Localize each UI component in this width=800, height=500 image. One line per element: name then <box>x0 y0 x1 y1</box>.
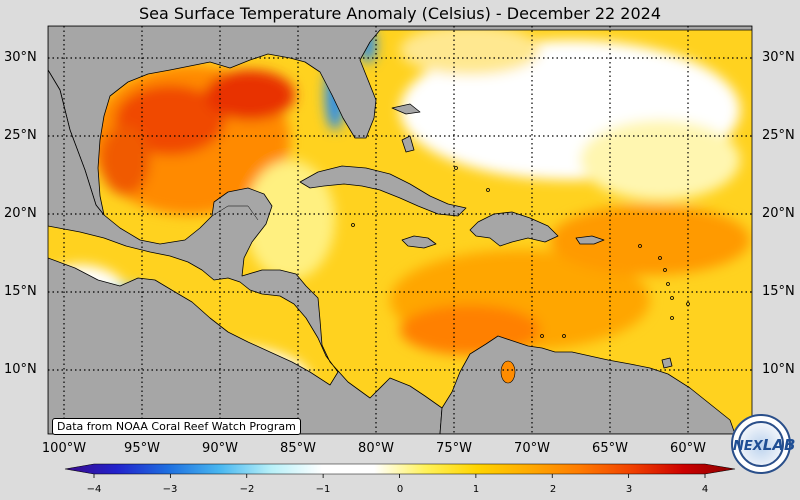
colorbar-tick-label: 2 <box>549 484 557 495</box>
lat-label-right: 30°N <box>762 50 795 65</box>
map-title: Sea Surface Temperature Anomaly (Celsius… <box>139 4 661 23</box>
colorbar-tick-label: 0 <box>396 484 404 495</box>
logo-text: NEXLAB <box>733 436 796 454</box>
data-credit: Data from NOAA Coral Reef Watch Program <box>52 418 301 435</box>
lake-maracaibo <box>500 360 516 384</box>
colorbar-tick-label: −4 <box>86 484 102 495</box>
colorbar-tick-label: 4 <box>701 484 709 495</box>
land-mexico-central-america <box>48 69 443 434</box>
lat-label-right: 15°N <box>762 284 795 299</box>
lon-label: 85°W <box>280 441 316 456</box>
colorbar-tick-label: −2 <box>239 484 255 495</box>
lat-label-left: 25°N <box>4 128 37 143</box>
lon-label: 70°W <box>514 441 550 456</box>
lat-label-right: 25°N <box>762 128 795 143</box>
lon-label: 80°W <box>358 441 394 456</box>
graticule <box>48 26 752 434</box>
lat-label-left: 10°N <box>4 362 37 377</box>
lat-label-left: 15°N <box>4 284 37 299</box>
lon-label: 65°W <box>592 441 628 456</box>
map-frame <box>47 25 753 435</box>
land-south-america <box>439 335 736 434</box>
map-area <box>48 26 752 434</box>
colorbar-tick-label: −3 <box>162 484 178 495</box>
land-puerto-rico <box>575 235 605 245</box>
land <box>48 26 752 434</box>
lon-label: 60°W <box>670 441 706 456</box>
nexlab-logo: NEXLAB <box>731 414 796 474</box>
colorbar-bar <box>64 463 736 475</box>
colorbar <box>64 463 736 478</box>
land-cuba <box>299 165 467 217</box>
lon-label: 75°W <box>436 441 472 456</box>
anomaly-field <box>48 26 750 420</box>
colorbar-tick-label: 1 <box>472 484 480 495</box>
colorbar-tick-label: −1 <box>315 484 331 495</box>
small-islands <box>351 166 690 338</box>
lon-label: 100°W <box>41 441 87 456</box>
lat-label-right: 10°N <box>762 362 795 377</box>
lat-label-left: 30°N <box>4 50 37 65</box>
lat-label-left: 20°N <box>4 206 37 221</box>
land-hispaniola <box>469 211 559 247</box>
land-jamaica <box>401 235 437 249</box>
lon-label: 90°W <box>202 441 238 456</box>
globe-icon <box>738 421 784 467</box>
lon-label: 95°W <box>124 441 160 456</box>
colorbar-tick-label: 3 <box>625 484 633 495</box>
lat-label-right: 20°N <box>762 206 795 221</box>
